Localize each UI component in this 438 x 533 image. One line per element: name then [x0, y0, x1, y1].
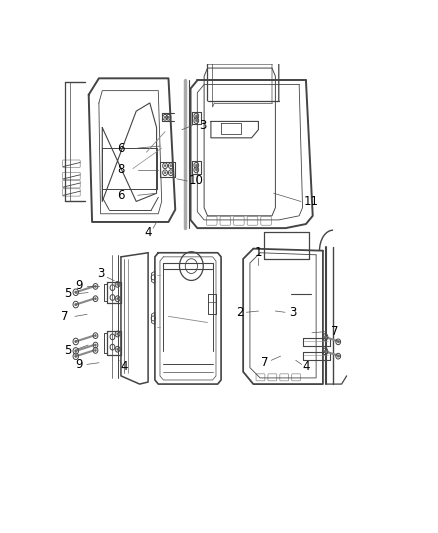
Text: 5: 5 — [64, 287, 71, 300]
Text: 4: 4 — [302, 360, 310, 373]
Text: 10: 10 — [188, 174, 203, 188]
Circle shape — [164, 172, 166, 174]
Circle shape — [74, 303, 77, 306]
Circle shape — [95, 349, 96, 352]
Circle shape — [95, 285, 96, 287]
Circle shape — [164, 116, 166, 118]
Text: 1: 1 — [254, 246, 262, 259]
Circle shape — [195, 164, 197, 166]
Circle shape — [117, 297, 119, 300]
Circle shape — [195, 119, 197, 122]
Circle shape — [337, 341, 339, 343]
Text: 3: 3 — [97, 267, 104, 280]
Text: 5: 5 — [64, 344, 71, 357]
Circle shape — [324, 350, 326, 353]
Circle shape — [74, 355, 77, 358]
Text: 11: 11 — [304, 195, 318, 208]
Text: 6: 6 — [117, 142, 125, 155]
Circle shape — [117, 348, 119, 350]
Circle shape — [117, 333, 119, 335]
Text: 8: 8 — [117, 163, 125, 176]
Circle shape — [95, 297, 96, 300]
Circle shape — [195, 169, 197, 171]
Circle shape — [164, 165, 166, 167]
Circle shape — [170, 165, 172, 167]
Circle shape — [95, 335, 96, 337]
Circle shape — [74, 340, 77, 343]
Text: 3: 3 — [199, 119, 206, 132]
Text: 3: 3 — [289, 306, 296, 319]
Circle shape — [195, 115, 197, 117]
Circle shape — [74, 291, 77, 294]
Circle shape — [167, 116, 170, 118]
Circle shape — [74, 350, 77, 352]
Circle shape — [117, 283, 119, 286]
Circle shape — [170, 172, 172, 174]
Text: 4: 4 — [120, 360, 128, 373]
Text: 4: 4 — [145, 226, 152, 239]
Text: 7: 7 — [331, 325, 339, 338]
Circle shape — [95, 344, 96, 346]
Circle shape — [324, 336, 326, 338]
Text: 7: 7 — [261, 356, 268, 369]
Text: 9: 9 — [75, 279, 82, 292]
Text: 7: 7 — [61, 310, 69, 323]
Circle shape — [337, 355, 339, 357]
Text: 9: 9 — [75, 358, 82, 371]
Text: 6: 6 — [117, 189, 125, 202]
Text: 2: 2 — [236, 306, 244, 319]
